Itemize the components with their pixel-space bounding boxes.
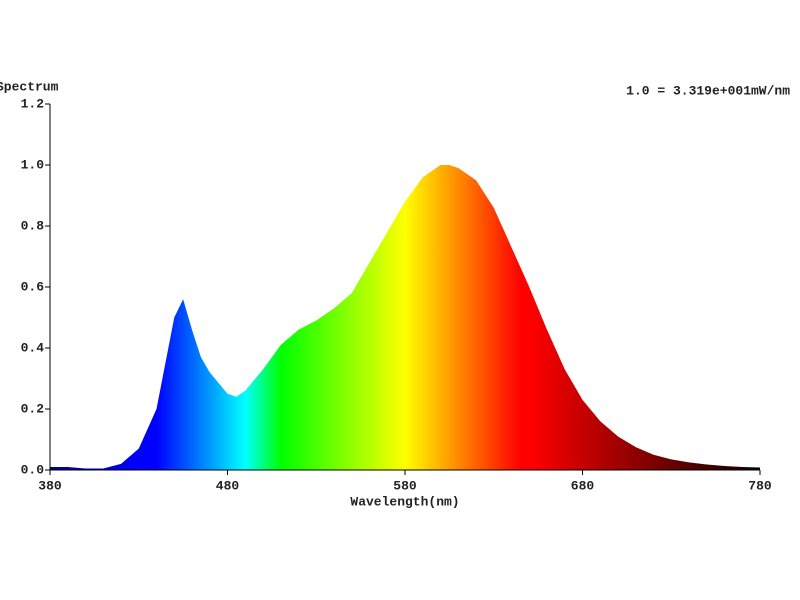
x-tick-label: 680 bbox=[571, 478, 595, 493]
y-tick-label: 1.2 bbox=[21, 96, 45, 111]
spectrum-area bbox=[50, 165, 760, 470]
y-tick-label: 0.6 bbox=[21, 279, 45, 294]
y-tick-label: 0.4 bbox=[21, 340, 45, 355]
y-tick-label: 1.0 bbox=[21, 157, 45, 172]
x-axis-label: Wavelength(nm) bbox=[350, 494, 459, 509]
y-tick-label: 0.0 bbox=[21, 462, 45, 477]
chart-title: Spectrum bbox=[0, 79, 59, 94]
x-tick-label: 380 bbox=[38, 478, 62, 493]
y-tick-label: 0.8 bbox=[21, 218, 45, 233]
y-tick-label: 0.2 bbox=[21, 401, 45, 416]
x-tick-label: 580 bbox=[393, 478, 417, 493]
x-tick-label: 480 bbox=[216, 478, 240, 493]
annotation: 1.0 = 3.319e+001mW/nm bbox=[626, 83, 790, 98]
x-tick-label: 780 bbox=[748, 478, 772, 493]
